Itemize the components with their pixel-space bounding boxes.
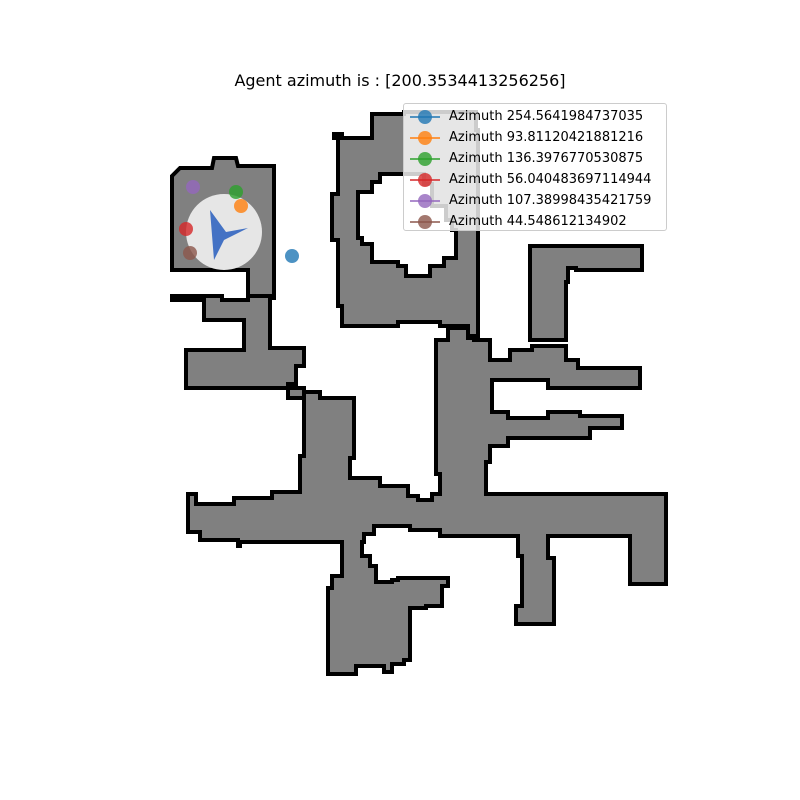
legend-marker-icon <box>410 215 440 229</box>
marker-azimuth-107 <box>186 180 200 194</box>
legend-label: Azimuth 56.040483697114944 <box>449 172 652 187</box>
legend-label: Azimuth 44.548612134902 <box>449 214 627 229</box>
legend-label: Azimuth 254.5641984737035 <box>449 109 644 124</box>
marker-azimuth-56 <box>179 222 193 236</box>
marker-azimuth-93 <box>234 199 248 213</box>
legend: Azimuth 254.5641984737035 Azimuth 93.811… <box>403 103 667 231</box>
legend-label: Azimuth 136.3976770530875 <box>449 151 644 166</box>
legend-item: Azimuth 136.3976770530875 <box>404 148 666 169</box>
marker-azimuth-44 <box>183 246 197 260</box>
legend-item: Azimuth 107.38998435421759 <box>404 190 666 211</box>
marker-azimuth-136 <box>229 185 243 199</box>
plot-title: Agent azimuth is : [200.3534413256256] <box>234 71 566 90</box>
legend-item: Azimuth 56.040483697114944 <box>404 169 666 190</box>
legend-marker-icon <box>410 173 440 187</box>
azimuth-markers <box>179 180 299 263</box>
legend-item: Azimuth 254.5641984737035 <box>404 106 666 127</box>
floor-middle <box>186 326 668 676</box>
floor-right-upper <box>528 244 644 342</box>
legend-marker-icon <box>410 152 440 166</box>
marker-azimuth-254 <box>285 249 299 263</box>
agent-view <box>186 194 262 270</box>
legend-label: Azimuth 107.38998435421759 <box>449 193 652 208</box>
legend-marker-icon <box>410 194 440 208</box>
legend-marker-icon <box>410 131 440 145</box>
legend-item: Azimuth 44.548612134902 <box>404 211 666 232</box>
legend-marker-icon <box>410 110 440 124</box>
legend-item: Azimuth 93.81120421881216 <box>404 127 666 148</box>
map-floor <box>170 110 668 676</box>
agent-arrow-icon <box>210 210 248 260</box>
legend-label: Azimuth 93.81120421881216 <box>449 130 644 145</box>
floor-left-corridor <box>170 294 306 400</box>
